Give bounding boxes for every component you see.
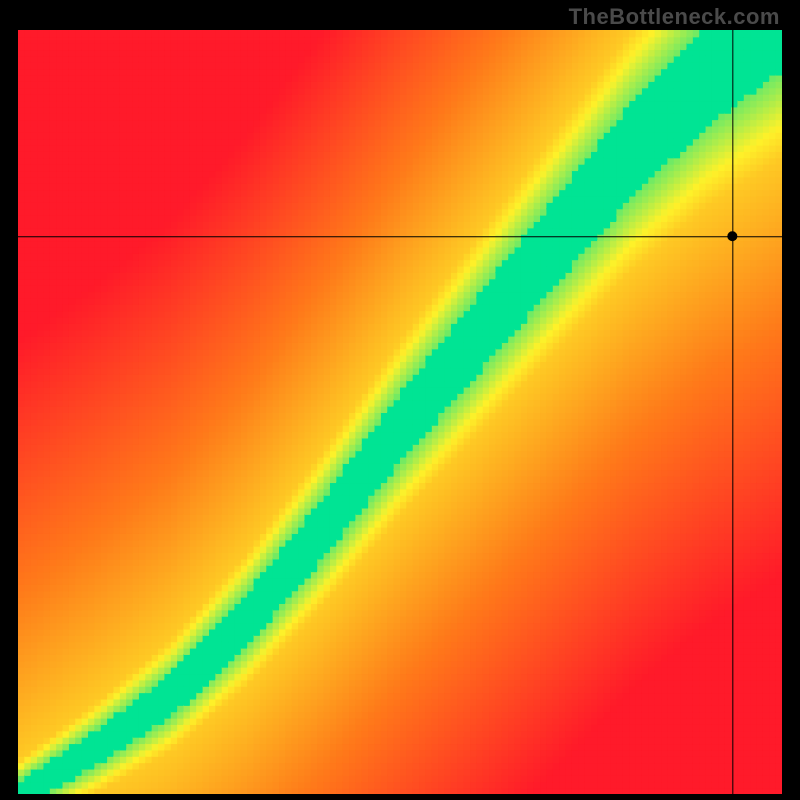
chart-container: TheBottleneck.com: [0, 0, 800, 800]
heatmap-canvas: [18, 30, 782, 794]
attribution-text: TheBottleneck.com: [569, 4, 780, 30]
heatmap-plot: [18, 30, 782, 794]
